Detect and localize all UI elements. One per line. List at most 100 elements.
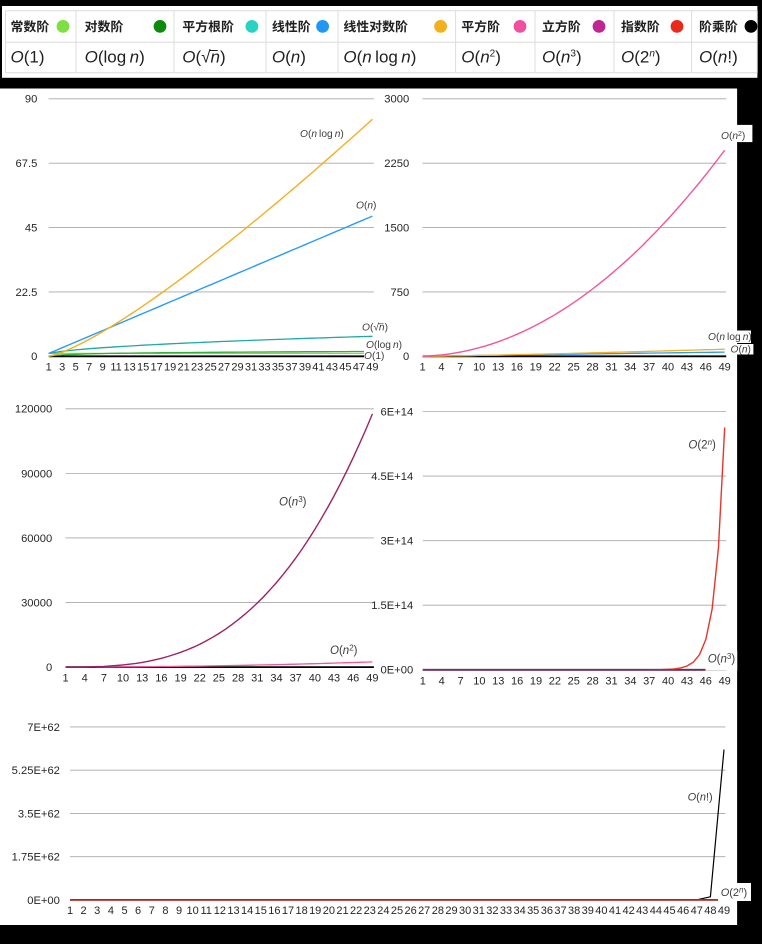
svg-text:5: 5: [121, 905, 127, 917]
svg-text:4: 4: [438, 361, 444, 373]
svg-text:36: 36: [541, 905, 553, 917]
svg-text:O(n log n): O(n log n): [708, 332, 752, 343]
svg-text:3E+14: 3E+14: [381, 536, 414, 548]
svg-text:9: 9: [100, 361, 106, 373]
svg-text:25: 25: [391, 905, 403, 917]
svg-text:34: 34: [513, 905, 525, 917]
svg-text:22: 22: [549, 676, 561, 688]
svg-text:14: 14: [241, 905, 253, 917]
svg-text:31: 31: [605, 676, 617, 688]
svg-text:49: 49: [719, 361, 731, 373]
svg-text:O(n3): O(n3): [279, 495, 307, 508]
svg-text:45: 45: [663, 905, 675, 917]
svg-text:27: 27: [418, 905, 430, 917]
svg-text:28: 28: [586, 361, 598, 373]
svg-text:41: 41: [609, 905, 621, 917]
svg-text:O(n2): O(n2): [330, 644, 358, 657]
svg-text:7: 7: [457, 361, 463, 373]
svg-text:48: 48: [704, 905, 716, 917]
svg-text:49: 49: [719, 676, 731, 688]
svg-text:4: 4: [439, 676, 445, 688]
svg-text:42: 42: [622, 905, 634, 917]
svg-text:12: 12: [214, 905, 226, 917]
svg-text:27: 27: [218, 361, 230, 373]
svg-text:10: 10: [473, 361, 485, 373]
svg-text:25: 25: [567, 361, 579, 373]
svg-text:1: 1: [420, 676, 426, 688]
svg-text:46: 46: [700, 676, 712, 688]
svg-text:O(n): O(n): [272, 48, 306, 67]
svg-text:46: 46: [347, 673, 359, 685]
svg-text:15: 15: [137, 361, 149, 373]
svg-text:10: 10: [117, 673, 129, 685]
svg-text:1: 1: [419, 361, 425, 373]
svg-text:31: 31: [605, 361, 617, 373]
svg-text:O(n3): O(n3): [542, 48, 582, 67]
svg-text:O(1): O(1): [364, 351, 384, 362]
svg-text:43: 43: [681, 361, 693, 373]
svg-text:30: 30: [459, 905, 471, 917]
svg-text:90000: 90000: [21, 468, 52, 480]
svg-text:22.5: 22.5: [16, 287, 38, 299]
svg-text:O(n2): O(n2): [721, 131, 745, 142]
svg-text:22: 22: [350, 905, 362, 917]
svg-text:43: 43: [681, 676, 693, 688]
svg-text:3: 3: [94, 905, 100, 917]
svg-text:1.75E+62: 1.75E+62: [12, 852, 60, 864]
svg-text:9: 9: [176, 905, 182, 917]
svg-text:10: 10: [186, 905, 198, 917]
svg-text:25: 25: [213, 673, 225, 685]
svg-text:90: 90: [25, 94, 37, 106]
svg-text:28: 28: [232, 673, 244, 685]
svg-text:7: 7: [101, 673, 107, 685]
svg-text:31: 31: [473, 905, 485, 917]
svg-text:28: 28: [586, 676, 598, 688]
svg-text:44: 44: [650, 905, 662, 917]
svg-text:7: 7: [86, 361, 92, 373]
svg-text:40: 40: [595, 905, 607, 917]
svg-text:4: 4: [82, 673, 88, 685]
svg-text:O(n2): O(n2): [461, 48, 501, 67]
svg-text:39: 39: [299, 361, 311, 373]
svg-text:10: 10: [473, 676, 485, 688]
svg-text:46: 46: [677, 905, 689, 917]
svg-text:0: 0: [403, 351, 409, 363]
svg-text:O(n!): O(n!): [699, 48, 738, 67]
svg-text:15: 15: [255, 905, 267, 917]
svg-text:4.5E+14: 4.5E+14: [371, 471, 413, 483]
svg-text:47: 47: [353, 361, 365, 373]
svg-text:7E+62: 7E+62: [27, 722, 60, 734]
svg-text:29: 29: [445, 905, 457, 917]
svg-text:19: 19: [164, 361, 176, 373]
svg-text:34: 34: [624, 361, 636, 373]
svg-text:O(1): O(1): [11, 48, 45, 67]
svg-text:7: 7: [149, 905, 155, 917]
svg-text:2250: 2250: [384, 158, 409, 170]
svg-text:23: 23: [364, 905, 376, 917]
svg-text:16: 16: [155, 673, 167, 685]
svg-text:O(√n): O(√n): [362, 322, 388, 334]
svg-text:O(log n): O(log n): [85, 48, 145, 67]
svg-text:20: 20: [323, 905, 335, 917]
svg-text:O(2n): O(2n): [721, 886, 747, 899]
svg-text:0E+00: 0E+00: [381, 665, 414, 677]
svg-text:18: 18: [295, 905, 307, 917]
svg-text:6E+14: 6E+14: [381, 406, 414, 418]
svg-text:13: 13: [123, 361, 135, 373]
svg-text:40: 40: [662, 361, 674, 373]
svg-text:21: 21: [336, 905, 348, 917]
svg-text:O(n): O(n): [731, 345, 751, 356]
svg-text:O(2n): O(2n): [621, 48, 661, 67]
svg-text:13: 13: [492, 676, 504, 688]
svg-text:7: 7: [457, 676, 463, 688]
svg-text:19: 19: [530, 676, 542, 688]
svg-text:25: 25: [204, 361, 216, 373]
svg-text:31: 31: [251, 673, 263, 685]
svg-text:13: 13: [136, 673, 148, 685]
svg-text:19: 19: [174, 673, 186, 685]
svg-text:120000: 120000: [15, 404, 52, 416]
svg-text:46: 46: [700, 361, 712, 373]
svg-text:1.5E+14: 1.5E+14: [371, 600, 413, 612]
svg-text:32: 32: [486, 905, 498, 917]
svg-text:35: 35: [527, 905, 539, 917]
